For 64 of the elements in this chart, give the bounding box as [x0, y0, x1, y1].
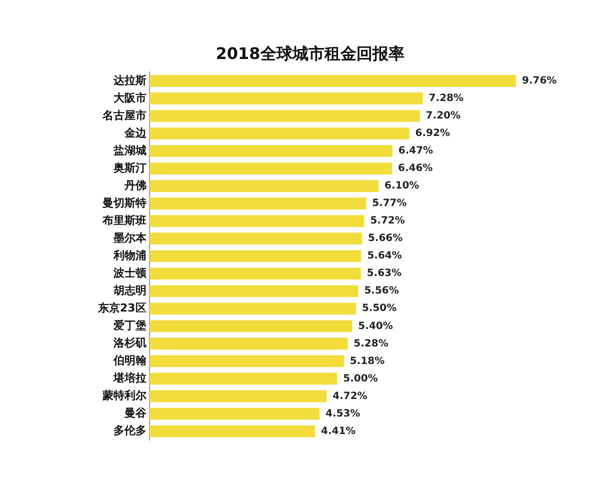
data-label: 6.46%	[398, 163, 433, 174]
bar	[149, 408, 320, 420]
y-tick-label: 波士顿	[112, 266, 148, 280]
data-label: 4.72%	[332, 390, 368, 402]
bar	[149, 162, 392, 174]
bar	[149, 268, 361, 280]
bar	[149, 285, 358, 298]
y-tick-label: 伯明翰	[112, 354, 148, 368]
data-label: 5.56%	[364, 286, 399, 297]
bar	[149, 128, 410, 140]
y-tick-label: 东京23区	[96, 302, 146, 314]
data-label: 9.76%	[522, 76, 557, 87]
bar	[149, 110, 420, 122]
bar	[149, 232, 362, 244]
bar	[149, 338, 348, 350]
y-tick-label: 多伦多	[113, 424, 146, 438]
data-label: 7.20%	[426, 110, 461, 122]
data-label: 6.47%	[398, 146, 434, 157]
y-tick-label: 布里斯班	[101, 214, 146, 227]
y-tick-label: 大阪市	[113, 91, 146, 104]
bar	[149, 320, 352, 332]
data-label: 5.50%	[362, 303, 397, 314]
y-tick-label: 利物浦	[112, 248, 146, 262]
data-label: 6.10%	[384, 180, 420, 192]
data-label: 5.77%	[372, 198, 407, 210]
bar	[149, 372, 338, 385]
y-tick-label: 奥斯汀	[112, 161, 146, 174]
bar	[149, 250, 362, 262]
y-tick-label: 金边	[123, 126, 148, 140]
data-label: 5.63%	[366, 268, 402, 280]
bar	[149, 75, 516, 87]
bar	[149, 180, 378, 192]
data-label: 6.92%	[415, 128, 450, 140]
bar	[149, 145, 392, 157]
data-label: 7.28%	[428, 93, 464, 104]
y-tick-label: 丹佛	[123, 178, 146, 192]
y-tick-label: 胡志明	[112, 284, 146, 297]
y-tick-label: 洛杉矶	[112, 336, 146, 350]
bar	[149, 215, 364, 227]
bar	[149, 425, 315, 438]
data-label: 5.28%	[354, 338, 388, 350]
bar	[149, 198, 366, 210]
bar	[149, 390, 327, 402]
y-tick-label: 名古屋市	[101, 108, 146, 122]
y-tick-label: 曼切斯特	[101, 196, 146, 210]
data-label: 5.00%	[343, 373, 378, 384]
data-label: 4.53%	[325, 408, 360, 420]
bar	[149, 355, 344, 368]
data-label: 5.72%	[370, 216, 405, 227]
data-label: 5.66%	[368, 233, 403, 244]
y-tick-label: 曼谷	[123, 406, 148, 420]
data-label: 5.64%	[367, 250, 402, 262]
y-tick-label: 爱丁堡	[112, 319, 146, 332]
data-label: 5.40%	[358, 320, 393, 332]
y-tick-label: 堪培拉	[112, 372, 146, 385]
y-tick-label: 盐湖城	[112, 144, 146, 157]
y-tick-label: 墨尔本	[112, 231, 148, 244]
chart-title: 2018全球城市租金回报率	[216, 44, 404, 63]
data-label: 5.18%	[350, 356, 385, 367]
y-tick-label: 蒙特利尔	[101, 389, 148, 402]
data-label: 4.41%	[320, 426, 356, 437]
y-tick-label: 达拉斯	[112, 74, 146, 87]
bar	[149, 302, 356, 315]
bar	[149, 92, 423, 104]
